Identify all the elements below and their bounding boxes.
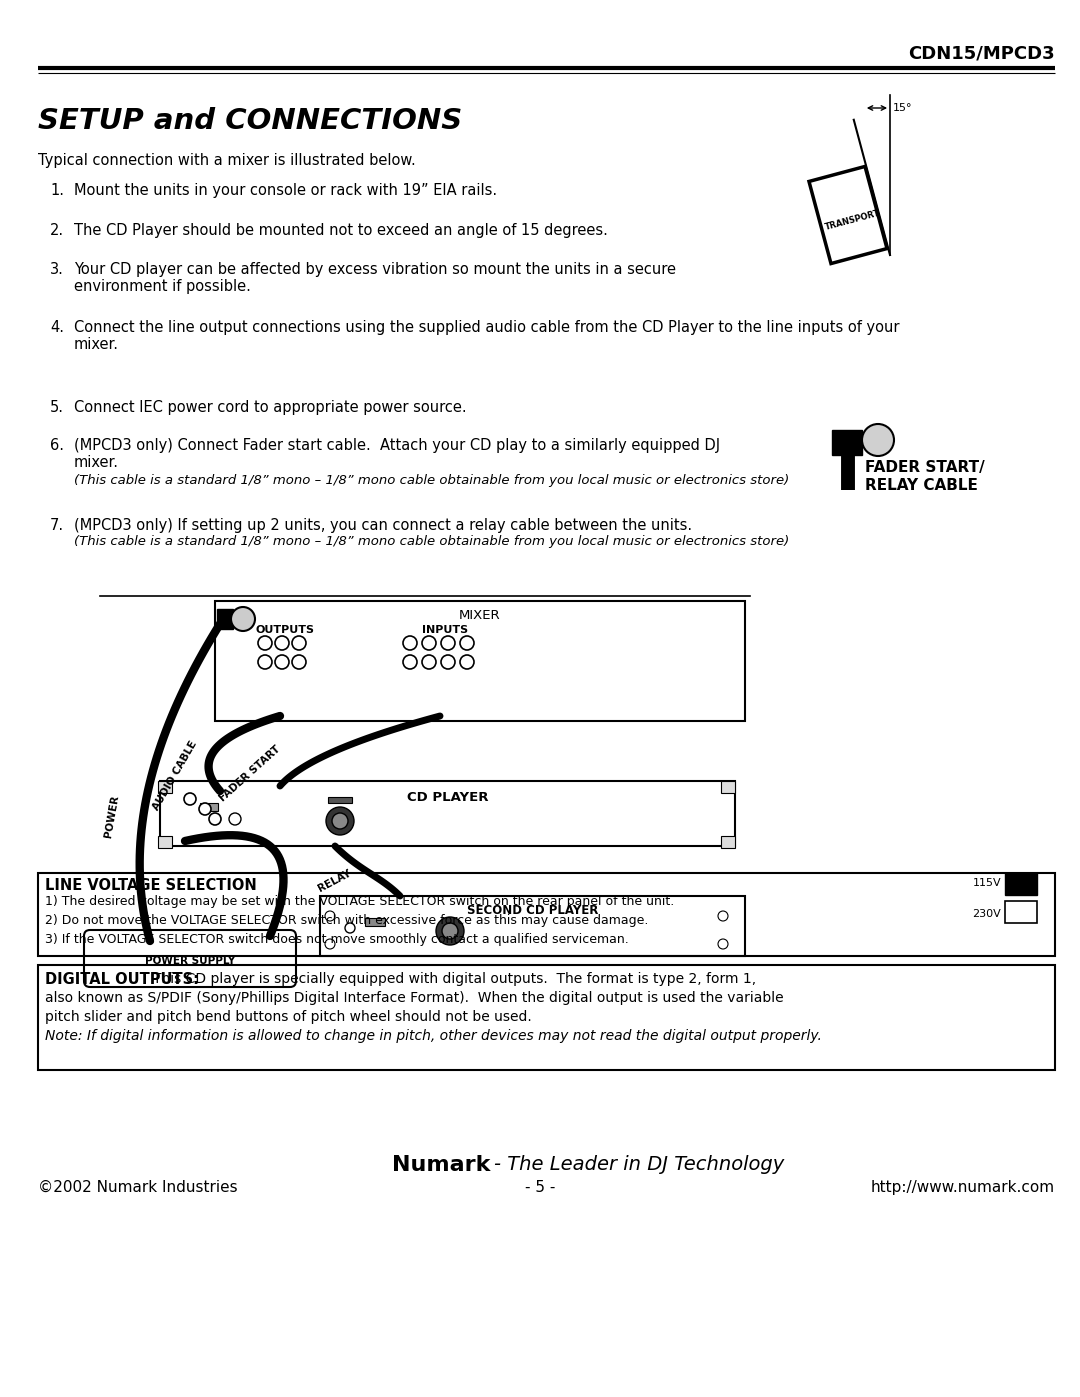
Text: Typical connection with a mixer is illustrated below.: Typical connection with a mixer is illus… [38,154,416,168]
Bar [158,835,172,848]
Text: 1) The desired voltage may be set with the VOLTAGE SELECTOR switch on the rear p: 1) The desired voltage may be set with t… [45,895,674,908]
Text: 15°: 15° [893,103,913,113]
Text: pitch slider and pitch bend buttons of pitch wheel should not be used.: pitch slider and pitch bend buttons of p… [45,1010,531,1024]
Text: RELAY: RELAY [316,868,353,894]
Circle shape [442,923,458,939]
Text: POWER SUPPLY: POWER SUPPLY [145,956,235,965]
Text: Connect IEC power cord to appropriate power source.: Connect IEC power cord to appropriate po… [75,400,467,415]
Text: (MPCD3 only) If setting up 2 units, you can connect a relay cable between the un: (MPCD3 only) If setting up 2 units, you … [75,518,692,534]
Bar [38,873,1055,956]
Text: 2.: 2. [50,224,64,237]
Text: The CD Player should be mounted not to exceed an angle of 15 degrees.: The CD Player should be mounted not to e… [75,224,608,237]
Text: Your CD player can be affected by excess vibration so mount the units in a secur: Your CD player can be affected by excess… [75,263,676,277]
Text: CDN15/MPCD3: CDN15/MPCD3 [908,43,1055,61]
Text: mixer.: mixer. [75,337,119,352]
Text: Numark: Numark [392,1155,490,1175]
Text: TRANSPORT: TRANSPORT [824,208,881,232]
Text: (This cable is a standard 1/8” mono – 1/8” mono cable obtainable from you local : (This cable is a standard 1/8” mono – 1/… [75,535,789,548]
Text: 4.: 4. [50,320,64,335]
Text: FADER START: FADER START [218,745,282,803]
Text: Mount the units in your console or rack with 19” EIA rails.: Mount the units in your console or rack … [75,183,497,198]
Text: ©2002 Numark Industries: ©2002 Numark Industries [38,1180,238,1194]
Text: mixer.: mixer. [75,455,119,469]
Bar [1005,901,1037,923]
Circle shape [332,813,348,828]
Text: - 5 -: - 5 - [525,1180,555,1194]
Text: 3.: 3. [50,263,64,277]
Text: LINE VOLTAGE SELECTION: LINE VOLTAGE SELECTION [45,877,257,893]
Text: MIXER: MIXER [459,609,501,622]
Text: 115V: 115V [972,877,1001,888]
Text: AUDIO CABLE: AUDIO CABLE [151,739,199,813]
Circle shape [231,608,255,631]
Text: 230V: 230V [972,909,1001,919]
Circle shape [199,803,211,814]
Bar [38,965,1055,1070]
Text: OUTPUTS: OUTPUTS [256,624,314,636]
Text: (This cable is a standard 1/8” mono – 1/8” mono cable obtainable from you local : (This cable is a standard 1/8” mono – 1/… [75,474,789,488]
Bar [200,803,218,812]
Bar [721,781,735,793]
Text: Note: If digital information is allowed to change in pitch, other devices may no: Note: If digital information is allowed … [45,1030,822,1044]
Bar [215,601,745,721]
Text: RELAY CABLE: RELAY CABLE [865,478,977,493]
Circle shape [326,807,354,835]
Text: Connect the line output connections using the supplied audio cable from the CD P: Connect the line output connections usin… [75,320,900,335]
Bar [160,781,735,847]
Bar [328,798,352,803]
Text: - The Leader in DJ Technology: - The Leader in DJ Technology [494,1155,784,1173]
Text: 3) If the VOLTAGE SELECTOR switch does not move smoothly contact a qualified ser: 3) If the VOLTAGE SELECTOR switch does n… [45,933,629,946]
Text: 7.: 7. [50,518,64,534]
Text: (MPCD3 only) Connect Fader start cable.  Attach your CD play to a similarly equi: (MPCD3 only) Connect Fader start cable. … [75,439,720,453]
Text: POWER: POWER [104,793,121,838]
Text: INPUTS: INPUTS [422,624,468,636]
Text: This CD player is specially equipped with digital outputs.  The format is type 2: This CD player is specially equipped wit… [153,972,756,986]
Polygon shape [832,430,862,455]
Bar [1005,873,1037,895]
Bar [721,835,735,848]
Bar [365,918,384,926]
Text: CD PLAYER: CD PLAYER [407,791,488,805]
Circle shape [184,793,195,805]
Text: 2) Do not move the VOLTAGE SELECTOR switch with excessive force as this may caus: 2) Do not move the VOLTAGE SELECTOR swit… [45,914,648,928]
Polygon shape [217,609,233,629]
Circle shape [210,813,221,826]
Text: http://www.numark.com: http://www.numark.com [870,1180,1055,1194]
Text: 6.: 6. [50,439,64,453]
Circle shape [436,916,464,944]
Bar [158,781,172,793]
Text: 1.: 1. [50,183,64,198]
Text: SETUP and CONNECTIONS: SETUP and CONNECTIONS [38,108,462,136]
Text: DIGITAL OUTPUTS:: DIGITAL OUTPUTS: [45,972,199,988]
Text: also known as S/PDIF (Sony/Phillips Digital Interface Format).  When the digital: also known as S/PDIF (Sony/Phillips Digi… [45,990,784,1004]
Text: 5.: 5. [50,400,64,415]
Text: SECOND CD PLAYER: SECOND CD PLAYER [467,904,598,916]
Text: FADER START/: FADER START/ [865,460,985,475]
Bar [320,895,745,956]
Circle shape [862,425,894,455]
Text: environment if possible.: environment if possible. [75,279,251,293]
